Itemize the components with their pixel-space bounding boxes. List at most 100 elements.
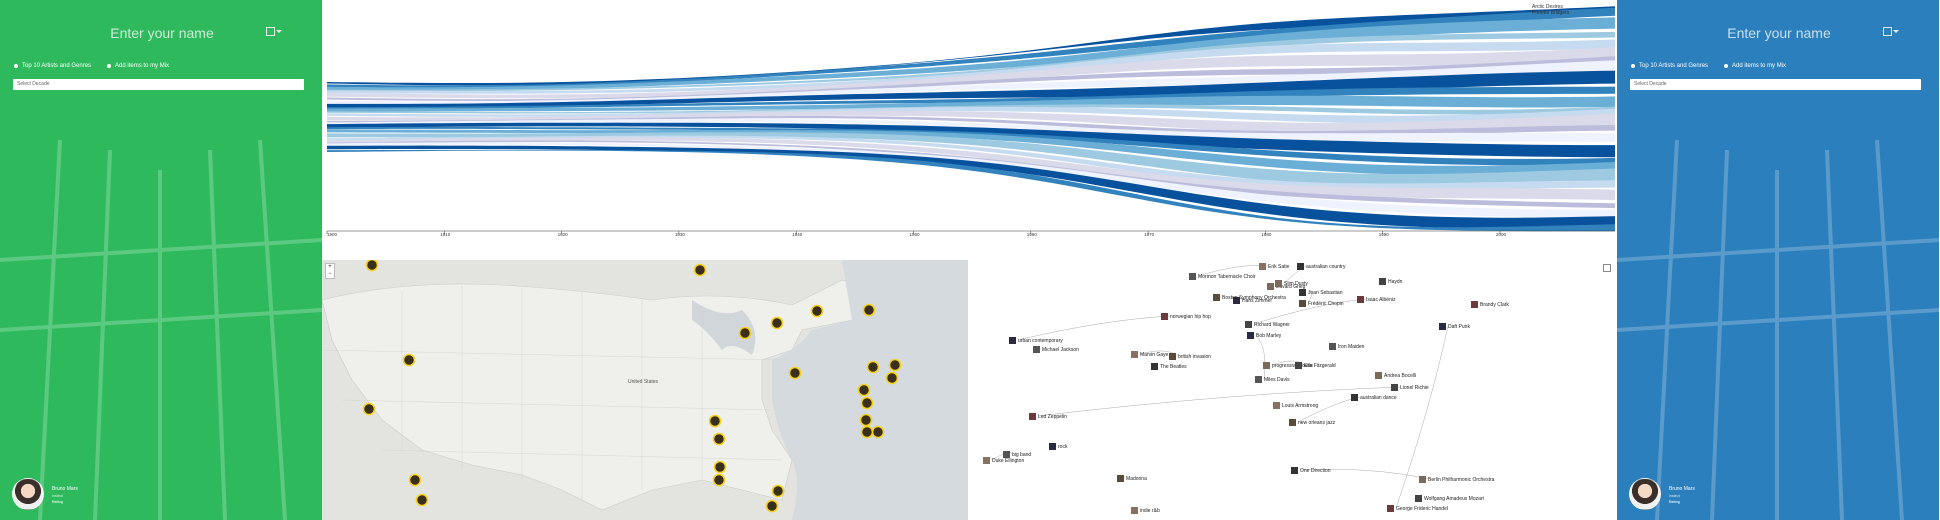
graph-node-label[interactable]: Brandy Clark: [1480, 302, 1509, 308]
artist-thumbnail[interactable]: [1131, 351, 1138, 358]
graph-node-label[interactable]: Mormon Tabernacle Choir: [1198, 274, 1256, 280]
graph-node-label[interactable]: Erik Satie: [1268, 264, 1290, 270]
network-graph[interactable]: Frédéric Chopin Joan Sebastian Edvard Grie…: [968, 260, 1617, 520]
menu-dropdown-toggle[interactable]: [1883, 25, 1899, 37]
zoom-out-button[interactable]: −: [328, 271, 332, 277]
graph-node-label[interactable]: indie r&b: [1140, 508, 1160, 514]
artist-location-marker[interactable]: [860, 396, 874, 410]
artist-location-marker[interactable]: [408, 473, 422, 487]
artist-thumbnail[interactable]: [1419, 476, 1426, 483]
stream-layer[interactable]: [327, 140, 1615, 209]
artist-location-marker[interactable]: [415, 493, 429, 507]
graph-node-label[interactable]: Isaac Albéniz: [1366, 297, 1396, 303]
stream-layer[interactable]: [327, 107, 1615, 124]
artist-thumbnail[interactable]: [1233, 297, 1240, 304]
graph-node-label[interactable]: Frédéric Chopin: [1308, 301, 1344, 307]
stream-layer[interactable]: [327, 122, 1615, 158]
artist-location-marker[interactable]: [771, 484, 785, 498]
graph-node-label[interactable]: Wolfgang Amadeus Mozart: [1424, 496, 1484, 502]
graph-node-label[interactable]: Marvin Gaye: [1140, 352, 1169, 358]
artist-location-marker[interactable]: [708, 414, 722, 428]
artist-location-marker[interactable]: [738, 326, 752, 340]
menu-dropdown-toggle[interactable]: [266, 25, 282, 37]
artist-thumbnail[interactable]: [983, 457, 990, 464]
artist-location-marker[interactable]: [871, 425, 885, 439]
graph-node-label[interactable]: Berlin Philharmonic Orchestra: [1428, 477, 1495, 483]
graph-node-label[interactable]: Hans Zimmer: [1242, 298, 1273, 304]
stream-layer[interactable]: [327, 47, 1615, 99]
graph-node-label[interactable]: Iron Maiden: [1338, 344, 1365, 350]
artist-location-marker[interactable]: [713, 460, 727, 474]
artist-thumbnail[interactable]: [1391, 384, 1398, 391]
graph-node-label[interactable]: Andrea Bocelli: [1384, 373, 1417, 379]
artist-thumbnail[interactable]: [1299, 300, 1306, 307]
artist-thumbnail[interactable]: [1245, 321, 1252, 328]
graph-node-label[interactable]: progressive house: [1272, 363, 1313, 369]
avatar[interactable]: [1629, 478, 1661, 510]
artist-thumbnail[interactable]: [1297, 263, 1304, 270]
artist-thumbnail[interactable]: [1357, 296, 1364, 303]
artist-location-marker[interactable]: [765, 499, 779, 513]
artist-thumbnail[interactable]: [1263, 362, 1270, 369]
graph-node-label[interactable]: Duke Ellington: [992, 458, 1025, 464]
artist-thumbnail[interactable]: [1117, 475, 1124, 482]
graph-node-label[interactable]: Boston Symphony Orchestra: [1222, 295, 1286, 301]
artist-thumbnail[interactable]: [1267, 283, 1274, 290]
artist-thumbnail[interactable]: [1471, 301, 1478, 308]
graph-node-label[interactable]: new orleans jazz: [1298, 420, 1336, 426]
decade-select[interactable]: Select Decade: [13, 79, 304, 90]
graph-node-label[interactable]: Led Zeppelin: [1038, 414, 1067, 420]
radio-add-to-mix[interactable]: Add items to my Mix: [1724, 63, 1786, 69]
artist-location-marker[interactable]: [788, 366, 802, 380]
artist-thumbnail[interactable]: [1029, 413, 1036, 420]
artist-thumbnail[interactable]: [1247, 332, 1254, 339]
artist-thumbnail[interactable]: [1259, 263, 1266, 270]
graph-node-label[interactable]: Lionel Richie: [1400, 385, 1429, 391]
artist-thumbnail[interactable]: [1439, 323, 1446, 330]
graph-node-label[interactable]: George Frideric Handel: [1396, 506, 1448, 512]
artist-thumbnail[interactable]: [1295, 362, 1302, 369]
artist-thumbnail[interactable]: [1189, 273, 1196, 280]
radio-top-10[interactable]: Top 10 Artists and Genres: [1631, 63, 1708, 69]
artist-location-marker[interactable]: [693, 263, 707, 277]
artist-thumbnail[interactable]: [1003, 451, 1010, 458]
stream-layer[interactable]: [327, 132, 1615, 187]
graph-node-label[interactable]: urban contemporary: [1018, 338, 1063, 344]
graph-node-label[interactable]: Slim Dusty: [1284, 281, 1308, 287]
graph-node-label[interactable]: Bob Marley: [1256, 333, 1282, 339]
radio-top-10[interactable]: Top 10 Artists and Genres: [14, 63, 91, 69]
graph-node-label[interactable]: Madonna: [1126, 476, 1147, 482]
artist-thumbnail[interactable]: [1273, 402, 1280, 409]
zoom-in-button[interactable]: +: [328, 264, 332, 270]
decade-select[interactable]: Select Decade: [1630, 79, 1921, 90]
graph-node-label[interactable]: rock: [1058, 444, 1068, 450]
name-input[interactable]: [1657, 22, 1901, 44]
graph-node-label[interactable]: Michael Jackson: [1042, 347, 1079, 353]
artist-location-marker[interactable]: [402, 353, 416, 367]
stream-layer[interactable]: [327, 126, 1615, 166]
stream-layer[interactable]: [327, 39, 1615, 94]
graph-node-label[interactable]: One Direction: [1300, 468, 1331, 474]
artist-thumbnail[interactable]: [1351, 394, 1358, 401]
artist-thumbnail[interactable]: [1169, 353, 1176, 360]
artist-location-marker[interactable]: [857, 383, 871, 397]
artist-location-marker[interactable]: [712, 473, 726, 487]
artist-thumbnail[interactable]: [1049, 443, 1056, 450]
stream-layer[interactable]: [327, 149, 1615, 232]
artist-thumbnail[interactable]: [1415, 495, 1422, 502]
artist-thumbnail[interactable]: [1289, 419, 1296, 426]
artist-location-marker[interactable]: [888, 358, 902, 372]
graph-node-label[interactable]: british invasion: [1178, 354, 1212, 360]
artist-location-marker[interactable]: [712, 432, 726, 446]
artist-location-marker[interactable]: [810, 304, 824, 318]
artist-thumbnail[interactable]: [1255, 376, 1262, 383]
graph-node-label[interactable]: Ella Fitzgerald: [1304, 363, 1336, 369]
artist-thumbnail[interactable]: [1161, 313, 1168, 320]
stream-layer[interactable]: [327, 17, 1615, 91]
stream-layer[interactable]: [327, 7, 1615, 88]
artist-thumbnail[interactable]: [1299, 289, 1306, 296]
artist-thumbnail[interactable]: [1213, 294, 1220, 301]
graph-node-label[interactable]: australian dance: [1360, 395, 1397, 401]
avatar[interactable]: [12, 478, 44, 510]
artist-location-marker[interactable]: [885, 371, 899, 385]
